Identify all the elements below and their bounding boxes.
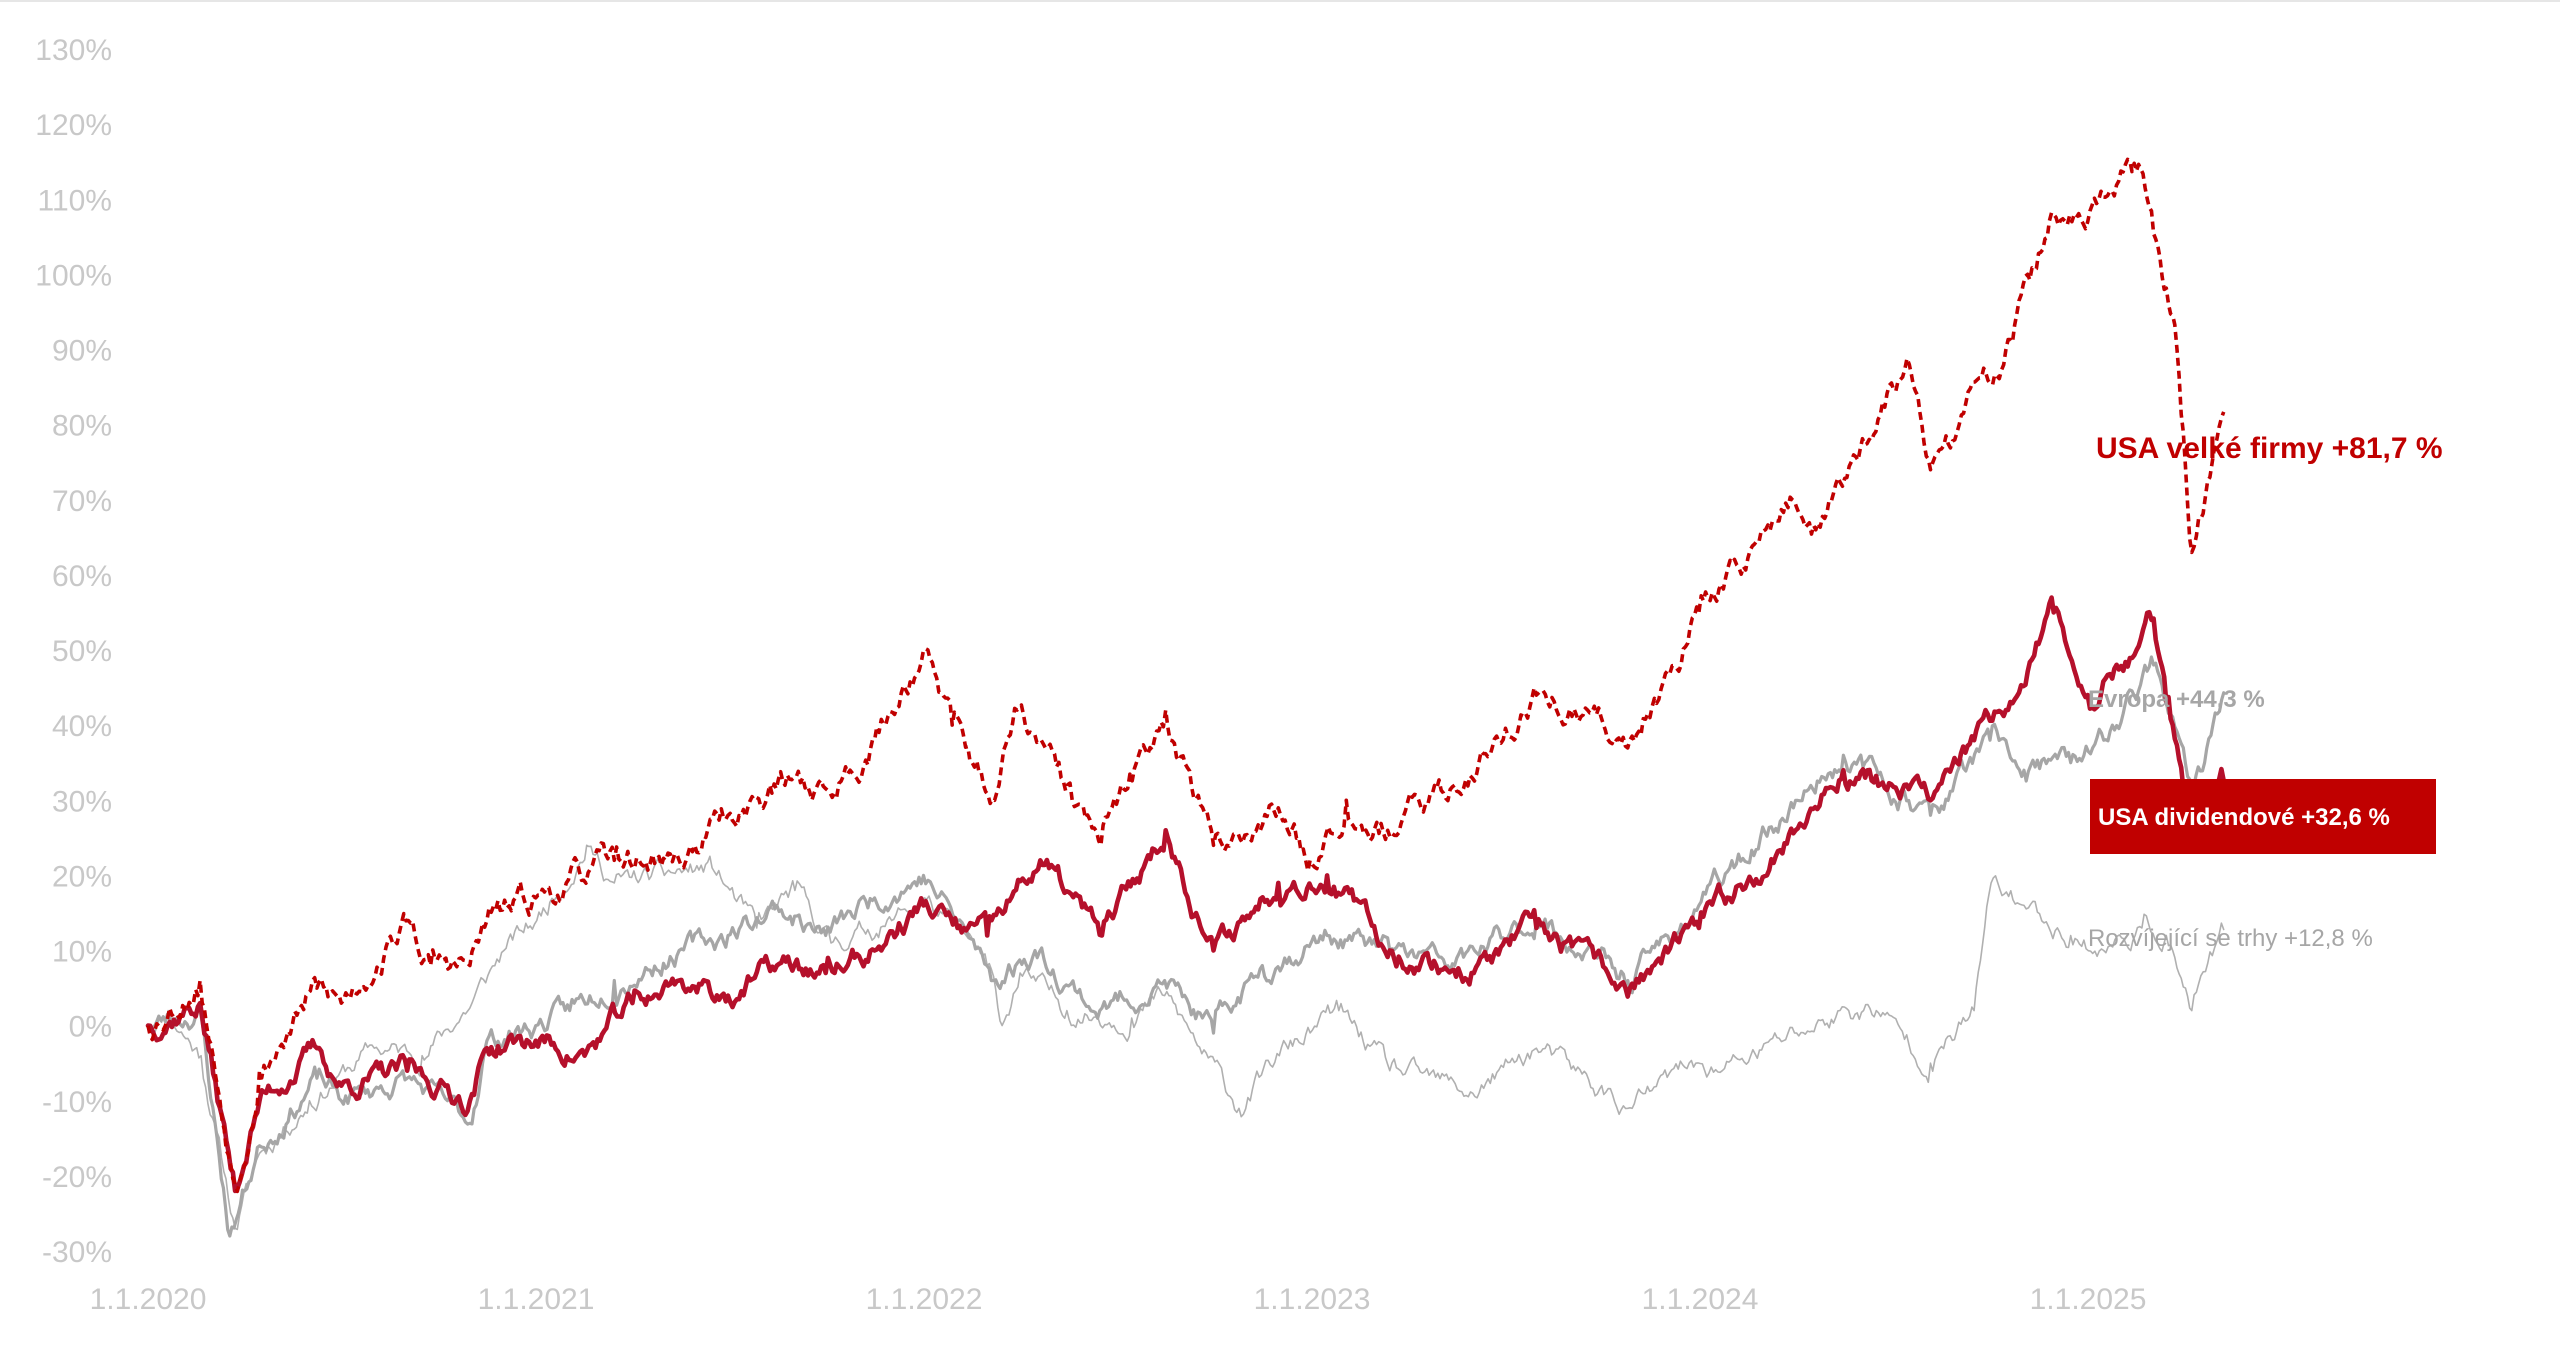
label-europe: Evropa +44,3 %: [2088, 686, 2265, 713]
top-divider: [0, 0, 2560, 2]
x-tick-label: 1.1.2020: [90, 1283, 207, 1316]
y-tick-label: 20%: [52, 860, 112, 893]
y-tick-label: 60%: [52, 560, 112, 593]
y-tick-label: 90%: [52, 335, 112, 368]
x-tick-label: 1.1.2024: [1642, 1283, 1759, 1316]
y-tick-label: 30%: [52, 785, 112, 818]
series-line-us_div: [145, 595, 2226, 1194]
y-tick-label: -10%: [42, 1086, 112, 1119]
y-tick-label: 120%: [35, 109, 112, 142]
series-lines: [145, 157, 2226, 1238]
x-tick-label: 1.1.2023: [1254, 1283, 1371, 1316]
y-tick-label: 100%: [35, 259, 112, 292]
y-tick-label: 70%: [52, 485, 112, 518]
y-tick-label: 50%: [52, 635, 112, 668]
y-tick-label: 110%: [37, 184, 112, 217]
y-tick-label: 0%: [69, 1011, 112, 1044]
y-tick-label: 80%: [52, 410, 112, 443]
label-us-large: USA velké firmy +81,7 %: [2096, 432, 2443, 465]
y-tick-label: 10%: [52, 936, 112, 969]
x-tick-label: 1.1.2021: [478, 1283, 595, 1316]
label-us-dividend-box: [2090, 779, 2436, 854]
x-tick-label: 1.1.2022: [866, 1283, 983, 1316]
y-tick-label: -20%: [42, 1161, 112, 1194]
series-line-europe: [146, 655, 2226, 1238]
series-line-us_large: [146, 157, 2226, 1194]
series-line-em: [147, 844, 2225, 1231]
y-tick-label: 130%: [35, 34, 112, 67]
y-tick-label: 40%: [52, 710, 112, 743]
x-axis: 1.1.2020 1.1.2021 1.1.2022 1.1.2023 1.1.2024…: [90, 1283, 2147, 1316]
y-axis: 130% 120% 110% 100% 90% 80% 70% 60% 50% 40% 30% 20%…: [35, 34, 112, 1269]
label-us-dividend: USA dividendové +32,6 %: [2098, 804, 2390, 831]
y-tick-label: -30%: [42, 1236, 112, 1269]
x-tick-label: 1.1.2025: [2030, 1283, 2147, 1316]
series-labels: USA velké firmy +81,7 % Evropa +44,3 % USA…: [2088, 432, 2443, 952]
label-emerging-markets: Rozvíjející se trhy +12,8 %: [2088, 925, 2373, 952]
